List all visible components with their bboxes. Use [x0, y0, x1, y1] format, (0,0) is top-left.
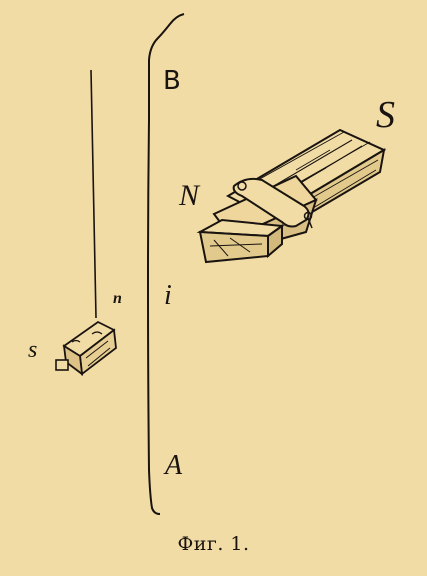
figure-caption: Фиг. 1. [177, 533, 250, 555]
label-i: i [164, 280, 172, 311]
label-n-small-magnet: n [113, 290, 122, 307]
conductor-wire [146, 13, 185, 515]
label-N-large-magnet: N [179, 179, 200, 212]
label-S-large-magnet: S [376, 94, 395, 136]
small-magnet [55, 320, 117, 376]
label-s-small-magnet: s [28, 337, 38, 363]
label-B: B [163, 66, 181, 96]
large-magnet [196, 128, 387, 264]
suspension-thread [90, 69, 97, 319]
label-A: A [165, 450, 183, 481]
